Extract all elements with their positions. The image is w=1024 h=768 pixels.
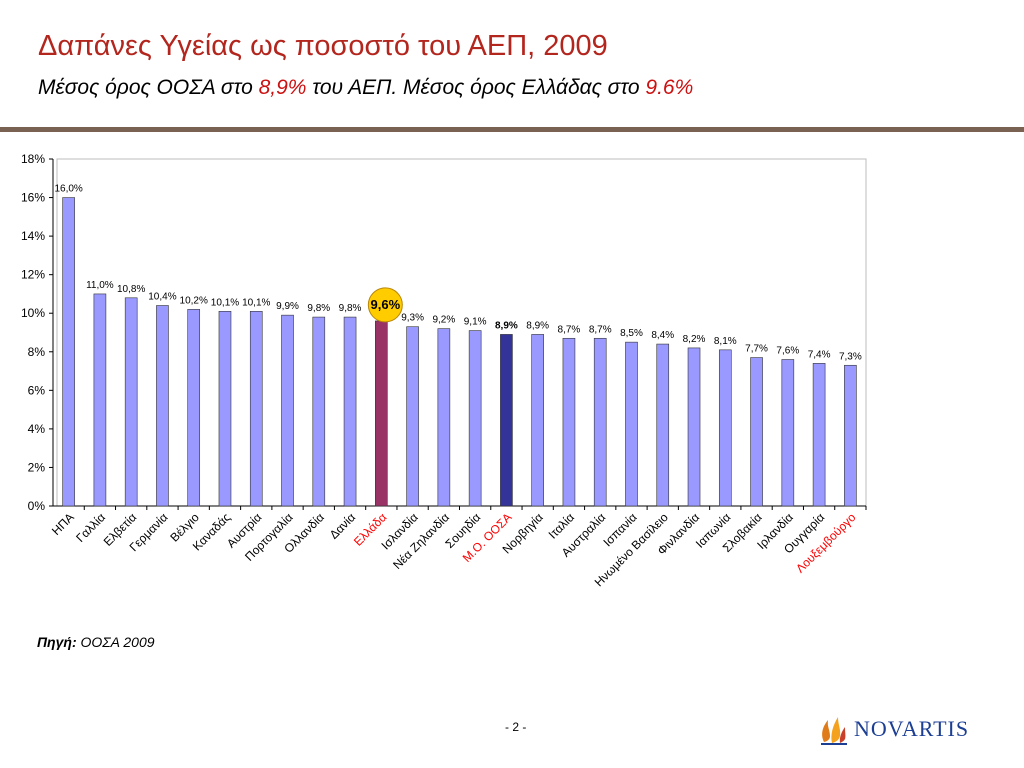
data-label: 8,9%: [495, 320, 518, 331]
data-label: 7,4%: [808, 349, 831, 360]
bar: [562, 337, 576, 507]
page-subtitle: Μέσος όρος ΟΟΣΑ στο 8,9% του ΑΕΠ. Μέσος …: [38, 76, 693, 100]
bar: [93, 293, 107, 507]
y-tick-label: 10%: [21, 306, 45, 320]
data-label: 8,7%: [589, 324, 612, 335]
data-label: 8,2%: [683, 334, 706, 345]
novartis-logo: NOVARTIS: [818, 712, 968, 746]
y-tick-label: 12%: [21, 268, 45, 282]
y-tick-label: 18%: [21, 152, 45, 166]
data-label: 8,4%: [651, 330, 674, 341]
bar: [750, 357, 763, 507]
data-label: 10,1%: [242, 297, 270, 308]
data-label: 7,3%: [839, 351, 862, 362]
y-tick-label: 6%: [28, 383, 46, 397]
data-label: 8,1%: [714, 336, 737, 347]
data-label: 8,7%: [558, 324, 581, 335]
subtitle-oecd-value: 8,9%: [258, 76, 307, 99]
y-tick-label: 16%: [21, 191, 45, 205]
subtitle-greece-value: 9.6%: [645, 76, 694, 99]
bar: [156, 305, 169, 507]
data-label: 9,8%: [339, 303, 362, 314]
data-label: 11,0%: [86, 280, 114, 291]
category-label: ΗΠΑ: [49, 510, 77, 538]
novartis-flame-icon: [821, 717, 847, 745]
data-label: 16,0%: [54, 184, 82, 195]
subtitle-text-1: Μέσος όρος ΟΟΣΑ στο: [38, 76, 259, 99]
data-label: 8,9%: [526, 320, 549, 331]
data-label: 7,6%: [776, 345, 799, 356]
bar: [124, 297, 138, 507]
data-label: 10,1%: [211, 297, 239, 308]
bar: [812, 363, 826, 507]
data-label: 10,4%: [148, 292, 176, 303]
data-label: 9,3%: [401, 313, 424, 324]
data-label: 9,8%: [307, 303, 330, 314]
header-divider: [0, 127, 1024, 132]
y-tick-label: 2%: [28, 460, 46, 474]
bar: [62, 197, 75, 507]
bar: [531, 334, 544, 507]
novartis-logo-text: NOVARTIS: [854, 716, 970, 741]
data-label: 10,8%: [117, 284, 145, 295]
bar: [718, 349, 732, 507]
data-label: 9,6%: [371, 297, 401, 312]
data-label: 7,7%: [745, 344, 768, 355]
page-number: - 2 -: [505, 720, 527, 734]
data-label: 9,2%: [432, 315, 455, 326]
bar: [281, 314, 294, 507]
bar: [687, 347, 701, 507]
subtitle-text-2: του ΑΕΠ. Μέσος όρος Ελλάδας στο: [306, 76, 646, 99]
data-label: 9,9%: [276, 301, 299, 312]
bar: [312, 316, 326, 507]
y-tick-label: 14%: [21, 229, 45, 243]
bar: [375, 320, 388, 507]
source-note: Πηγή: ΟΟΣΑ 2009: [37, 634, 155, 650]
bar: [625, 341, 638, 507]
bar: [249, 310, 263, 507]
y-tick-label: 4%: [28, 422, 46, 436]
data-label: 10,2%: [180, 295, 208, 306]
y-tick-label: 8%: [28, 345, 46, 359]
bar: [781, 359, 795, 507]
plot-area: [56, 158, 867, 507]
bar: [500, 334, 513, 507]
bar: [844, 364, 857, 507]
y-tick-label: 0%: [28, 499, 46, 513]
source-text: ΟΟΣΑ 2009: [76, 634, 155, 650]
chart-container: 0% 2% 4% 6% 8% 10% 12% 14% 16% 18% 16,0% ΗΠΑ 11,0% Γα…: [0, 140, 1024, 620]
greece-value-badge: [367, 287, 403, 323]
bar: [343, 316, 357, 507]
bar: [593, 337, 607, 507]
page-title: Δαπάνες Υγείας ως ποσοστό του ΑΕΠ, 2009: [38, 30, 608, 62]
bar: [437, 328, 451, 507]
bar: [218, 310, 232, 507]
health-spending-bar-chart: 0%2%4%6%8%10%12%14%16%18%16,0%ΗΠΑ11,0%Γα…: [21, 152, 867, 589]
data-label: 8,5%: [620, 328, 643, 339]
bar: [187, 309, 201, 507]
bar: [406, 326, 419, 507]
source-label: Πηγή:: [37, 634, 77, 650]
bar: [656, 343, 670, 507]
data-label: 9,1%: [464, 317, 487, 328]
bar: [468, 330, 482, 507]
